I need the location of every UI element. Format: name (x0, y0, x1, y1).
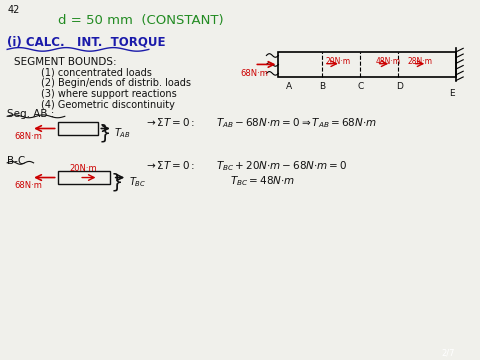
Text: 28N·m: 28N·m (408, 57, 433, 66)
Text: $T_{BC} = 48 N{\cdot}m$: $T_{BC} = 48 N{\cdot}m$ (230, 175, 296, 189)
Text: 68N·m: 68N·m (14, 181, 42, 190)
Text: 2/7: 2/7 (442, 349, 455, 358)
Text: Seg. AB :: Seg. AB : (7, 109, 55, 119)
Text: 42: 42 (7, 5, 20, 15)
Text: A: A (286, 82, 292, 91)
Text: 68N·m: 68N·m (240, 69, 268, 78)
Bar (58, 171, 110, 184)
Text: E: E (449, 90, 455, 99)
Text: $\rightarrow\Sigma T=0:$: $\rightarrow\Sigma T=0:$ (144, 159, 195, 171)
Bar (58, 122, 98, 135)
Text: 68N·m: 68N·m (14, 132, 42, 141)
Text: $T_{AB} - 68N{\cdot}m = 0 \Rightarrow T_{AB} = 68N{\cdot}m$: $T_{AB} - 68N{\cdot}m = 0 \Rightarrow T_… (216, 116, 377, 130)
Text: B: B (319, 82, 325, 91)
Text: d = 50 mm  (CONSTANT): d = 50 mm (CONSTANT) (58, 14, 223, 27)
Text: }: } (110, 172, 123, 192)
Text: (2) Begin/ends of distrib. loads: (2) Begin/ends of distrib. loads (41, 78, 191, 88)
Text: 20N·m: 20N·m (70, 164, 97, 173)
Text: (i) CALC.   INT.  TORQUE: (i) CALC. INT. TORQUE (7, 36, 166, 49)
Text: 48N·m: 48N·m (375, 57, 400, 66)
Bar (278, 52, 456, 77)
Text: B-C: B-C (7, 156, 25, 166)
Text: C: C (358, 82, 364, 91)
Text: D: D (396, 82, 403, 91)
Text: (1) concentrated loads: (1) concentrated loads (41, 67, 152, 77)
Text: $T_{BC}$: $T_{BC}$ (129, 175, 146, 189)
Text: $\rightarrow\Sigma T=0:$: $\rightarrow\Sigma T=0:$ (144, 116, 195, 128)
Text: $T_{BC} + 20N{\cdot}m - 68 N{\cdot}m = 0$: $T_{BC} + 20N{\cdot}m - 68 N{\cdot}m = 0… (216, 159, 348, 173)
Text: }: } (98, 123, 111, 143)
Text: $T_{AB}$: $T_{AB}$ (114, 126, 131, 140)
Text: SEGMENT BOUNDS:: SEGMENT BOUNDS: (14, 57, 117, 67)
Text: (4) Geometric discontinuity: (4) Geometric discontinuity (41, 99, 175, 109)
Text: 20N·m: 20N·m (325, 57, 350, 66)
Text: (3) where support reactions: (3) where support reactions (41, 89, 177, 99)
